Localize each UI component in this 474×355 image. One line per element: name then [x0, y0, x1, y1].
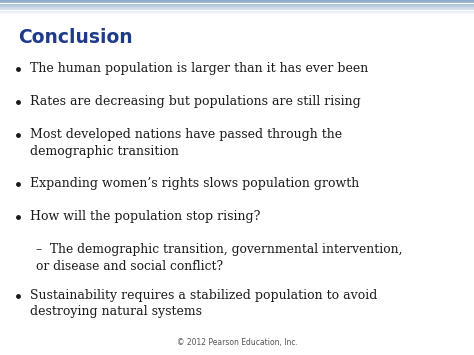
Text: The human population is larger than it has ever been: The human population is larger than it h…	[30, 62, 368, 75]
Text: Expanding women’s rights slows population growth: Expanding women’s rights slows populatio…	[30, 177, 359, 190]
Text: –  The demographic transition, governmental intervention,
or disease and social : – The demographic transition, government…	[36, 243, 402, 273]
Text: How will the population stop rising?: How will the population stop rising?	[30, 210, 260, 223]
Text: © 2012 Pearson Education, Inc.: © 2012 Pearson Education, Inc.	[176, 338, 298, 347]
Text: Most developed nations have passed through the
demographic transition: Most developed nations have passed throu…	[30, 128, 342, 158]
Text: Sustainability requires a stabilized population to avoid
destroying natural syst: Sustainability requires a stabilized pop…	[30, 289, 377, 318]
Text: Conclusion: Conclusion	[18, 28, 133, 47]
Text: Rates are decreasing but populations are still rising: Rates are decreasing but populations are…	[30, 95, 361, 108]
